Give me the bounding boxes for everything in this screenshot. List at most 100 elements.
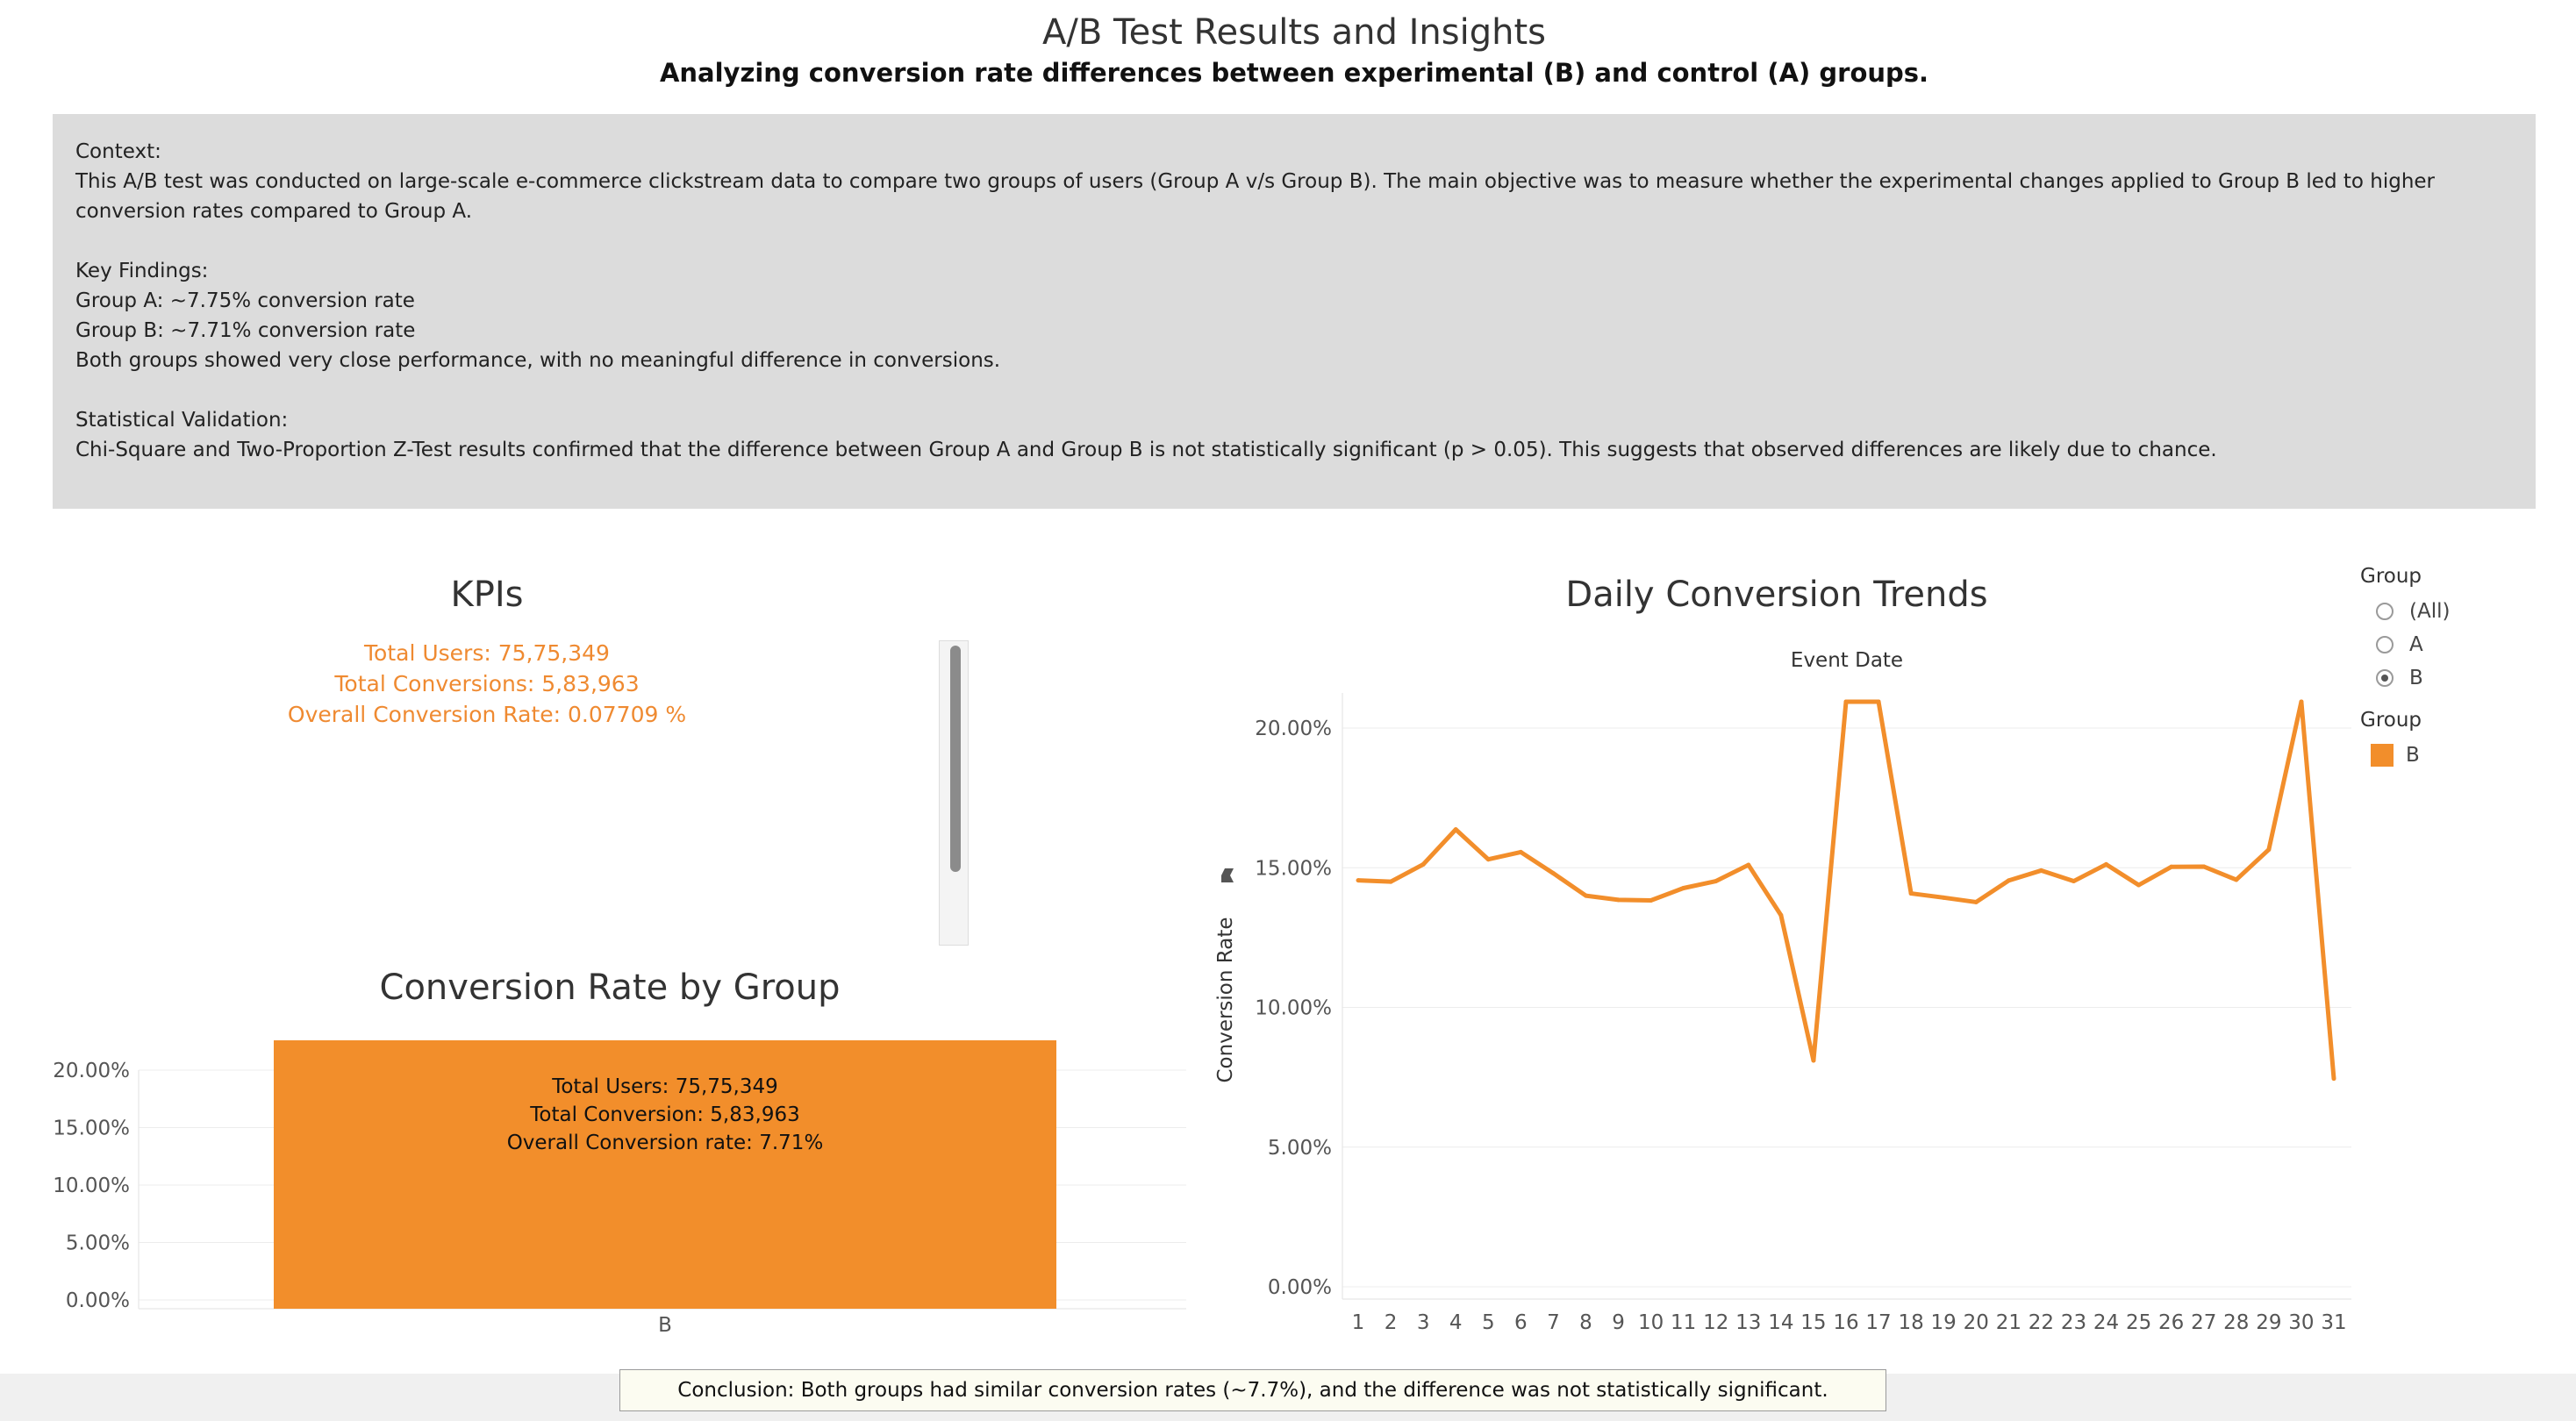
context-line: Group A: ~7.75% conversion rate — [75, 289, 415, 312]
context-line: Context: — [75, 140, 161, 163]
radio-icon[interactable] — [2376, 603, 2394, 620]
trend-data-point — [1908, 891, 1914, 896]
kpi-title: KPIs — [450, 575, 524, 615]
color-swatch-icon — [2371, 744, 2394, 767]
group-legend: Group (All) A B Group B — [2360, 565, 2553, 772]
kpi-scrollbar-thumb[interactable] — [950, 646, 961, 872]
trend-y-axis-title: Conversion Rate — [1214, 918, 1237, 1083]
bar-y-tick-label: 5.00% — [66, 1232, 130, 1255]
bar-chart-title: Conversion Rate by Group — [379, 968, 841, 1008]
bar-y-tick-label: 0.00% — [66, 1289, 130, 1312]
trend-data-point — [2006, 878, 2011, 883]
trend-x-tick-label: 13 — [1735, 1311, 1761, 1334]
bar-y-tick-label: 15.00% — [53, 1118, 130, 1140]
trend-data-point — [1843, 699, 1849, 704]
filter-option-label: (All) — [2409, 600, 2451, 623]
trend-data-point — [1811, 1058, 1816, 1063]
trend-y-tick-label: 0.00% — [1268, 1276, 1332, 1299]
context-line: Group B: ~7.71% conversion rate — [75, 319, 416, 342]
trend-x-tick-label: 11 — [1671, 1311, 1696, 1334]
kpi-total-conversions: Total Conversions: 5,83,963 — [334, 671, 640, 696]
trend-data-point — [2071, 879, 2076, 884]
trend-x-axis-title: Event Date — [1791, 649, 1903, 672]
kpi-total-users: Total Users: 75,75,349 — [364, 640, 610, 666]
trend-data-point — [1453, 827, 1458, 832]
trend-y-tick-label: 20.00% — [1255, 718, 1332, 740]
context-line — [75, 375, 2515, 405]
trend-data-point — [1714, 879, 1719, 884]
trend-data-point — [1941, 895, 1946, 900]
bar-y-tick-label: 10.00% — [53, 1175, 130, 1197]
trend-data-point — [2234, 877, 2239, 882]
bar-data-label: Overall Conversion rate: 7.71% — [507, 1132, 824, 1154]
kpi-overall-rate: Overall Conversion Rate: 0.07709 % — [287, 702, 687, 727]
trend-y-tick-label: 10.00% — [1255, 997, 1332, 1020]
bar-data-label: Total Users: 75,75,349 — [551, 1075, 778, 1098]
context-text: Context: This A/B test was conducted on … — [75, 137, 2515, 465]
trend-data-point — [1681, 886, 1686, 891]
trend-x-tick-label: 24 — [2093, 1311, 2119, 1334]
trend-data-point — [1356, 878, 1361, 883]
trend-x-tick-label: 28 — [2223, 1311, 2249, 1334]
trend-x-tick-label: 8 — [1579, 1311, 1592, 1334]
bar-y-tick-label: 20.00% — [53, 1060, 130, 1082]
context-line: Both groups showed very close performanc… — [75, 349, 1001, 372]
trend-data-point — [1518, 849, 1523, 854]
trend-data-point — [2299, 699, 2304, 704]
trend-data-point — [2104, 861, 2109, 867]
trend-x-tick-label: 27 — [2191, 1311, 2216, 1334]
context-line: Key Findings: — [75, 260, 209, 282]
trend-x-tick-label: 10 — [1638, 1311, 1664, 1334]
conclusion-box: Conclusion: Both groups had similar conv… — [619, 1369, 1886, 1411]
trend-x-tick-label: 25 — [2126, 1311, 2151, 1334]
radio-checked-icon[interactable] — [2376, 669, 2394, 687]
trend-data-point — [1778, 912, 1784, 918]
trend-y-tick-label: 15.00% — [1255, 857, 1332, 880]
trend-x-tick-label: 29 — [2256, 1311, 2281, 1334]
trend-data-point — [1550, 871, 1556, 876]
context-line: This A/B test was conducted on large-sca… — [75, 170, 2436, 223]
trend-x-tick-label: 3 — [1417, 1311, 1430, 1334]
trend-x-tick-label: 1 — [1352, 1311, 1365, 1334]
trend-x-tick-label: 5 — [1482, 1311, 1495, 1334]
dashboard-subtitle: Analyzing conversion rate differences be… — [659, 58, 1929, 88]
trend-data-point — [1420, 861, 1426, 867]
trend-data-point — [2169, 864, 2174, 869]
trend-data-point — [1973, 899, 1979, 904]
filter-option-b[interactable]: B — [2360, 661, 2553, 695]
trend-x-tick-label: 18 — [1898, 1311, 1923, 1334]
conversion-rate-bar — [274, 1040, 1056, 1309]
trend-x-tick-label: 17 — [1865, 1311, 1891, 1334]
trend-x-tick-label: 31 — [2321, 1311, 2346, 1334]
trend-data-point — [1876, 699, 1881, 704]
trend-x-tick-label: 22 — [2029, 1311, 2054, 1334]
bar-data-label: Total Conversion: 5,83,963 — [529, 1103, 799, 1126]
trend-data-point — [2201, 864, 2207, 869]
trend-x-tick-label: 23 — [2061, 1311, 2086, 1334]
group-filter-heading: Group — [2360, 565, 2422, 588]
trend-data-point — [1388, 879, 1393, 884]
filter-option-all[interactable]: (All) — [2360, 595, 2553, 628]
bar-x-tick-label: B — [658, 1314, 672, 1337]
trend-data-point — [2331, 1076, 2336, 1082]
trend-data-point — [1583, 893, 1588, 898]
trend-x-tick-label: 15 — [1800, 1311, 1826, 1334]
radio-icon[interactable] — [2376, 636, 2394, 653]
trend-data-point — [2136, 882, 2142, 888]
bar-chart: Group20.00%15.00%10.00%5.00%0.00%BTotal … — [53, 1040, 1186, 1337]
trend-x-tick-label: 12 — [1703, 1311, 1728, 1334]
context-line: Chi-Square and Two-Proportion Z-Test res… — [75, 439, 2217, 461]
trend-data-point — [1649, 898, 1654, 903]
color-legend-item[interactable]: B — [2360, 739, 2553, 772]
context-panel: Context: This A/B test was conducted on … — [53, 114, 2536, 509]
trend-x-tick-label: 4 — [1449, 1311, 1463, 1334]
trend-data-point — [2266, 847, 2272, 853]
trend-x-tick-label: 19 — [1931, 1311, 1957, 1334]
trend-x-tick-label: 6 — [1514, 1311, 1528, 1334]
trend-x-tick-label: 30 — [2288, 1311, 2314, 1334]
filter-option-a[interactable]: A — [2360, 628, 2553, 661]
trend-chart-title: Daily Conversion Trends — [1565, 575, 1988, 615]
dashboard-title: A/B Test Results and Insights — [1042, 12, 1546, 53]
trend-data-point — [1616, 897, 1621, 903]
